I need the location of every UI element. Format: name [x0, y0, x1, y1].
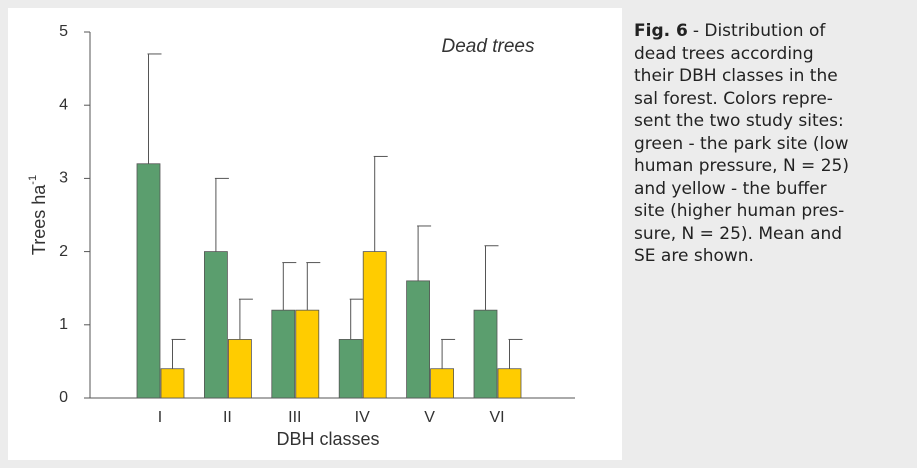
caption-text: sent the two study sites: — [634, 111, 844, 131]
bar — [473, 309, 498, 399]
y-tick-label: 1 — [59, 316, 68, 333]
caption-line: and yellow - the buffer — [634, 178, 909, 201]
caption-text: site (higher human pres- — [634, 201, 845, 221]
caption-line: green - the park site (low — [634, 133, 909, 156]
caption-text: and yellow - the buffer — [634, 178, 827, 199]
caption-text: human pressure, N = 25) — [634, 156, 849, 176]
caption-line: Fig. 6- Distribution of — [634, 20, 909, 43]
caption-line: their DBH classes in the — [634, 65, 909, 88]
caption-text: sal forest. Colors repre- — [634, 88, 833, 109]
x-tick-label: I — [158, 409, 162, 426]
x-tick-label: IV — [355, 409, 370, 426]
y-tick-label: 4 — [59, 96, 68, 113]
annotation: Dead trees — [442, 36, 535, 57]
caption-text: their DBH classes in the — [634, 66, 838, 86]
y-tick-label: 3 — [59, 170, 68, 187]
bar — [406, 280, 431, 399]
bar — [227, 339, 252, 399]
bar — [136, 163, 161, 399]
caption-text: SE are shown. — [634, 246, 754, 266]
bar — [430, 368, 455, 399]
caption-line: sal forest. Colors repre- — [634, 88, 909, 111]
bar — [295, 309, 320, 399]
x-tick-label: V — [424, 409, 435, 426]
x-tick-label: II — [223, 409, 232, 426]
y-tick-label: 5 — [59, 23, 68, 40]
bar — [203, 251, 228, 399]
bar — [160, 368, 185, 399]
caption-label: Fig. 6 — [634, 21, 688, 41]
caption-text: dead trees according — [634, 43, 814, 64]
caption-line: dead trees according — [634, 43, 909, 66]
caption-line: human pressure, N = 25) — [634, 155, 909, 178]
caption: Fig. 6- Distribution of dead trees accord… — [634, 20, 909, 268]
caption-line: sure, N = 25). Mean and — [634, 223, 909, 246]
x-tick-label: III — [288, 409, 301, 426]
caption-text: green - the park site (low — [634, 133, 849, 154]
caption-text: sure, N = 25). Mean and — [634, 223, 843, 244]
caption-line: SE are shown. — [634, 245, 909, 268]
bar — [271, 309, 296, 399]
bar — [362, 251, 387, 399]
bar — [338, 339, 363, 399]
y-tick-label: 2 — [59, 243, 68, 260]
caption-line: site (higher human pres- — [634, 200, 909, 223]
caption-text: - Distribution of — [692, 21, 826, 41]
x-tick-label: VI — [489, 409, 504, 426]
y-axis-label-sup: -1 — [27, 175, 39, 185]
y-tick-label: 0 — [59, 389, 68, 406]
y-axis-label-text: Trees ha — [29, 184, 49, 255]
y-axis-label: Trees ha-1 — [27, 175, 49, 255]
x-axis-label: DBH classes — [276, 429, 379, 449]
caption-line: sent the two study sites: — [634, 110, 909, 133]
bar — [497, 368, 522, 399]
